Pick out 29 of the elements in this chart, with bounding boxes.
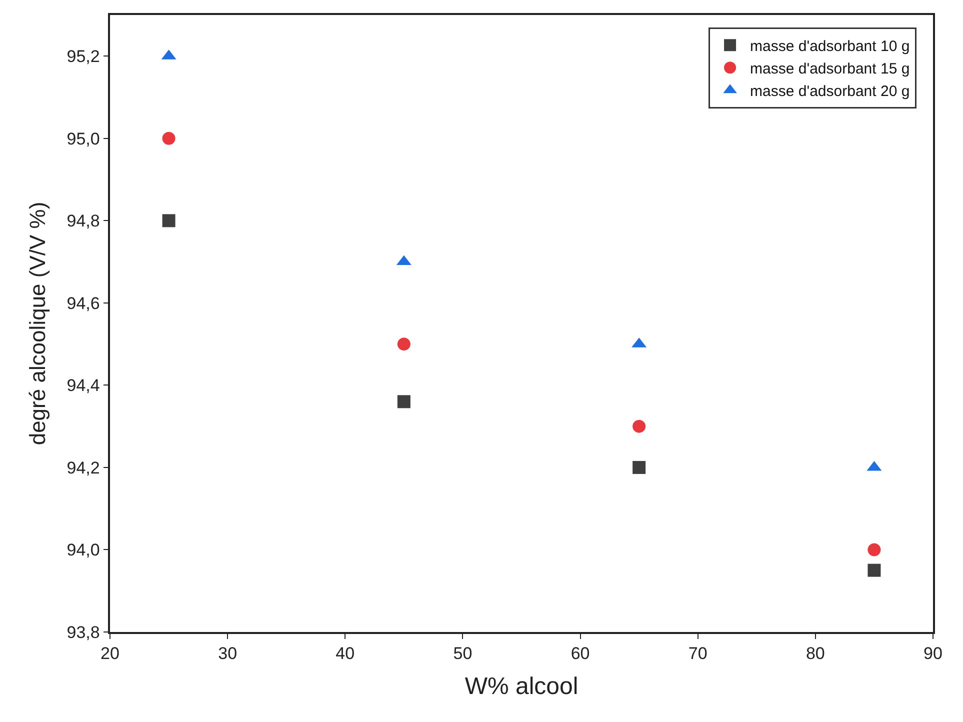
y-tick-label: 95,2 [66, 47, 100, 66]
x-tick-label: 40 [336, 644, 355, 664]
point [162, 132, 176, 145]
x-axis-title: W% alcool [464, 672, 578, 700]
y-tick-label: 95,0 [66, 129, 100, 148]
x-tick-label: 30 [218, 644, 238, 664]
y-tick-label: 94,4 [66, 376, 100, 396]
point [397, 338, 410, 351]
point [162, 214, 176, 228]
x-tick-label: 90 [924, 644, 942, 664]
x-tick-label: 80 [806, 644, 825, 664]
y-tick-label: 94,6 [66, 294, 100, 313]
y-tick-label: 94,0 [66, 540, 100, 560]
legend-label: masse d'adsorbant 10 g [750, 38, 910, 55]
x-tick-label: 50 [453, 644, 472, 664]
x-tick-label: 60 [570, 644, 590, 664]
y-tick-label: 93,8 [66, 622, 100, 642]
legend-label: masse d'adsorbant 15 g [750, 60, 910, 78]
point [397, 395, 410, 408]
x-tick-label: 70 [688, 644, 708, 664]
point [868, 543, 881, 556]
y-axis-title: degré alcoolique (V/V %) [25, 202, 50, 446]
point [868, 564, 881, 577]
y-tick-label: 94,2 [66, 458, 100, 478]
y-tick-label: 94,8 [66, 212, 100, 231]
point [632, 460, 646, 474]
x-tick-label: 20 [100, 644, 120, 664]
point [632, 420, 646, 433]
legend-label: masse d'adsorbant 20 g [750, 82, 910, 100]
